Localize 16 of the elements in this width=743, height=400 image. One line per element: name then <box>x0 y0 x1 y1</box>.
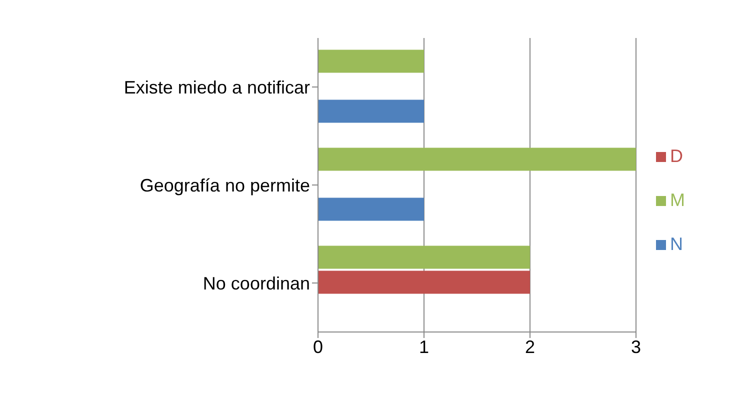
x-tick-label: 1 <box>418 336 430 357</box>
x-tick-label: 0 <box>312 336 324 357</box>
legend-label: M <box>670 190 685 210</box>
y-tick-label: Existe miedo a notificar <box>124 77 310 98</box>
bar <box>318 148 636 171</box>
y-tick-label: No coordinan <box>202 273 310 294</box>
bar <box>318 198 424 221</box>
bar <box>318 100 424 123</box>
y-tick-label: Geografía no permite <box>140 175 310 196</box>
legend-label: N <box>670 234 683 254</box>
bar <box>318 50 424 73</box>
x-tick-label: 3 <box>630 336 642 357</box>
bar <box>318 270 530 294</box>
bar <box>318 246 530 269</box>
legend-label: D <box>670 146 683 166</box>
x-tick-label: 2 <box>524 336 536 357</box>
